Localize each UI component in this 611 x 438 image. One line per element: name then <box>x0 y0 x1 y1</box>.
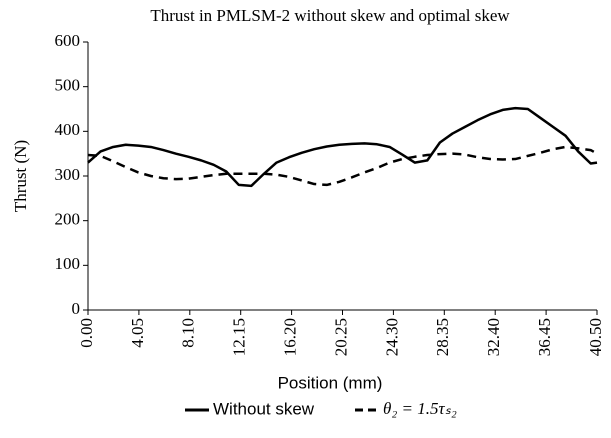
y-tick-label: 600 <box>55 31 81 50</box>
x-tick-label: 24.30 <box>382 318 401 356</box>
legend-label: Without skew <box>213 399 315 418</box>
y-tick-label: 300 <box>55 165 81 184</box>
chart-title: Thrust in PMLSM-2 without skew and optim… <box>150 6 510 25</box>
x-tick-label: 8.10 <box>179 318 198 348</box>
x-tick-label: 20.25 <box>331 318 350 356</box>
y-tick-label: 200 <box>55 210 81 229</box>
x-tick-label: 16.20 <box>281 318 300 356</box>
y-tick-label: 100 <box>55 254 81 273</box>
x-axis-title: Position (mm) <box>278 373 383 392</box>
x-tick-label: 40.50 <box>586 318 605 356</box>
x-tick-label: 36.45 <box>535 318 554 356</box>
y-tick-label: 500 <box>55 76 81 95</box>
series-line <box>87 106 598 188</box>
x-tick-label: 12.15 <box>230 318 249 356</box>
x-tick-label: 0.00 <box>77 318 96 348</box>
series-line <box>87 145 598 187</box>
legend-label: θ₂ = 1.5τₛ₂ <box>383 399 457 418</box>
y-tick-label: 400 <box>55 120 81 139</box>
x-tick-label: 32.40 <box>484 318 503 356</box>
y-axis-title: Thrust (N) <box>11 140 30 212</box>
x-tick-label: 28.35 <box>433 318 452 356</box>
x-tick-label: 4.05 <box>128 318 147 348</box>
y-tick-label: 0 <box>72 299 81 318</box>
